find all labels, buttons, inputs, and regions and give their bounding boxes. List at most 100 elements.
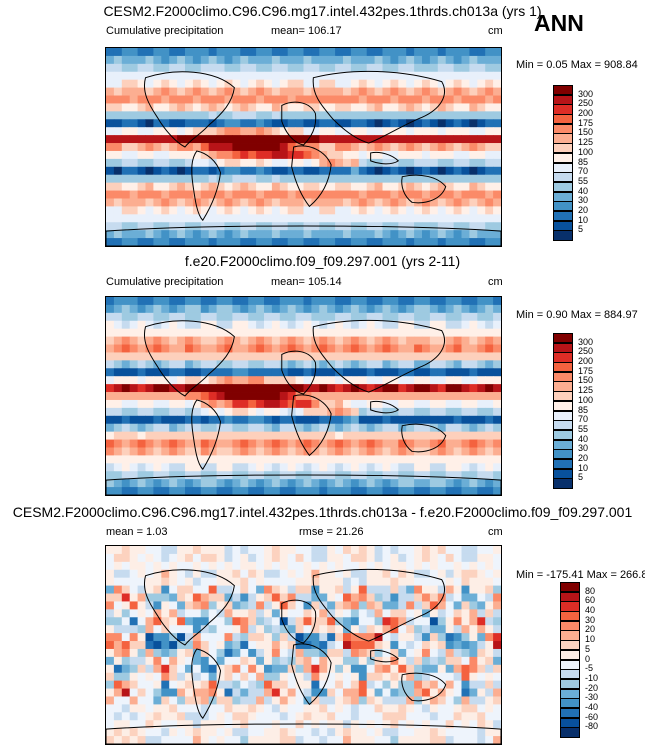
panel2-colorbar-tick-label: 300 <box>578 336 594 347</box>
season-label: ANN <box>534 10 584 36</box>
panel1-colorbar-swatch <box>553 152 573 163</box>
panel2-colorbar-swatch <box>553 400 573 411</box>
panel3-colorbar-tick-label: 0 <box>585 653 591 664</box>
panel2-colorbar-swatch <box>553 362 573 373</box>
panel2-colorbar-tick-label: 200 <box>578 356 594 367</box>
panel1-title: CESM2.F2000climo.C96.C96.mg17.intel.432p… <box>103 3 542 19</box>
panel3-colorbar-tick-label: -5 <box>585 663 594 674</box>
panel3-colorbar-tick-label: 80 <box>585 585 596 596</box>
panel2-title: f.e20.F2000climo.f09_f09.297.001 (yrs 2-… <box>184 253 461 269</box>
panel2-colorbar-swatch <box>553 391 573 402</box>
panel3-colorbar-swatch <box>560 698 580 709</box>
panel3-colorbar-tick-label: 20 <box>585 624 596 635</box>
panel3-title: CESM2.F2000climo.C96.C96.mg17.intel.432p… <box>12 504 633 520</box>
panel3-colorbar-tick-label: -10 <box>585 672 599 683</box>
panel2-colorbar-tick-label: 100 <box>578 394 594 405</box>
panel3-colorbar-swatch <box>560 601 580 612</box>
panel3-colorbar-swatch <box>560 591 580 602</box>
panel1-colorbar-tick-label: 250 <box>578 98 594 109</box>
panel1-colorbar-swatch <box>553 230 573 241</box>
panel3-units: cm <box>488 526 503 538</box>
panel3-colorbar-swatch <box>560 611 580 622</box>
panel1-colorbar-tick-label: 125 <box>578 137 594 148</box>
panel2-colorbar-tick-label: 70 <box>578 414 589 425</box>
panel2-colorbar-tick-label: 125 <box>578 385 594 396</box>
panel1-colorbar-tick-label: 30 <box>578 195 589 206</box>
panel2-colorbar-tick-label: 5 <box>578 472 584 483</box>
panel2-colorbar-swatch <box>553 449 573 460</box>
panel2-colorbar-swatch <box>553 371 573 382</box>
panel1-colorbar-tick-label: 20 <box>578 204 589 215</box>
panel2-colorbar-swatch <box>553 439 573 450</box>
panel1-colorbar-swatch <box>553 123 573 134</box>
panel2-colorbar-swatch <box>553 420 573 431</box>
panel2-colorbar: 5 10 20 30 40 55 70 85 100 125 150 175 200 250 300 <box>553 333 593 489</box>
panel3-map <box>105 545 502 745</box>
panel1-colorbar-tick-label: 200 <box>578 108 594 119</box>
panel3-colorbar-tick-label: 40 <box>585 605 596 616</box>
panel2-colorbar-tick-label: 175 <box>578 365 594 376</box>
panel1-colorbar-swatch <box>553 143 573 154</box>
panel1-colorbar-swatch <box>553 220 573 231</box>
panel1-colorbar-swatch <box>553 201 573 212</box>
panel2-colorbar-swatch <box>553 352 573 363</box>
panel1-map <box>105 47 502 247</box>
panel2-colorbar-tick-label: 10 <box>578 462 589 473</box>
panel2-colorbar-tick-label: 20 <box>578 452 589 463</box>
panel3-colorbar-tick-label: 5 <box>585 643 591 654</box>
panel3-colorbar-tick-label: -60 <box>585 711 599 722</box>
panel1-colorbar-swatch <box>553 133 573 144</box>
panel1-colorbar-swatch <box>553 181 573 193</box>
panel2-colorbar-tick-label: 30 <box>578 443 589 454</box>
panel3-colorbar-tick-label: 60 <box>585 595 596 606</box>
panel3-colorbar-swatch <box>560 688 580 699</box>
panel1-colorbar-tick-label: 40 <box>578 185 589 196</box>
panel3-colorbar-swatch <box>560 620 580 631</box>
panel3-colorbar-tick-label: -20 <box>585 682 599 693</box>
panel3-rmse: rmse = 21.26 <box>299 526 364 538</box>
panel1-colorbar: 5 10 20 30 40 55 70 85 100 125 150 175 200 250 300 <box>553 85 593 241</box>
panel3-colorbar-swatch <box>560 630 580 641</box>
panel2-colorbar-swatch <box>553 381 573 392</box>
panel3-colorbar-tick-label: -40 <box>585 701 599 712</box>
panel1-mean: mean= 106.17 <box>271 25 342 37</box>
panel3-colorbar-swatch <box>560 678 580 690</box>
panel3-colorbar-tick-label: -80 <box>585 721 599 732</box>
panel2-colorbar-tick-label: 250 <box>578 346 594 357</box>
panel1-colorbar-tick-label: 5 <box>578 224 584 235</box>
panel3-colorbar-swatch <box>560 659 580 670</box>
panel1-colorbar-tick-label: 150 <box>578 127 594 138</box>
panel3-minmax: Min = -175.41 Max = 266.83 <box>516 569 645 581</box>
panel1-colorbar-tick-label: 85 <box>578 156 589 167</box>
panel1-colorbar-tick-label: 175 <box>578 117 594 128</box>
panel3-colorbar-swatch <box>560 669 580 680</box>
panel1-colorbar-tick-label: 100 <box>578 146 594 157</box>
panel3-colorbar-tick-label: 10 <box>585 634 596 645</box>
panel1-minmax: Min = 0.05 Max = 908.84 <box>516 59 638 71</box>
panel3-mean: mean = 1.03 <box>106 526 168 538</box>
panel3-colorbar-swatch <box>560 582 580 593</box>
panel1-colorbar-swatch <box>553 85 573 96</box>
panel2-colorbar-tick-label: 40 <box>578 433 589 444</box>
panel1-colorbar-swatch <box>553 94 573 105</box>
panel3-colorbar-tick-label: -30 <box>585 692 599 703</box>
panel3-colorbar-tick-label: 30 <box>585 614 596 625</box>
panel2-variable: Cumulative precipitation <box>106 276 224 288</box>
panel1-colorbar-swatch <box>553 172 573 183</box>
panel3-colorbar-swatch <box>560 649 580 660</box>
panel2-colorbar-swatch <box>553 468 573 479</box>
panel2-colorbar-swatch <box>553 333 573 344</box>
panel2-minmax: Min = 0.90 Max = 884.97 <box>516 309 638 321</box>
panel1-units: cm <box>488 25 503 37</box>
panel2-colorbar-tick-label: 85 <box>578 404 589 415</box>
panel2-colorbar-swatch <box>553 410 573 421</box>
panel1-colorbar-swatch <box>553 114 573 125</box>
panel3-colorbar-swatch <box>560 707 580 719</box>
panel2-colorbar-swatch <box>553 458 573 470</box>
panel3-colorbar-swatch <box>560 727 580 738</box>
panel2-colorbar-swatch <box>553 429 573 441</box>
panel2-colorbar-swatch <box>553 478 573 489</box>
panel3-colorbar: -80 -60 -40 -30 -20 -10 -5 0 5 10 20 30 40 60 80 <box>560 582 598 738</box>
panel2-mean: mean= 105.14 <box>271 276 342 288</box>
panel1-colorbar-swatch <box>553 162 573 173</box>
